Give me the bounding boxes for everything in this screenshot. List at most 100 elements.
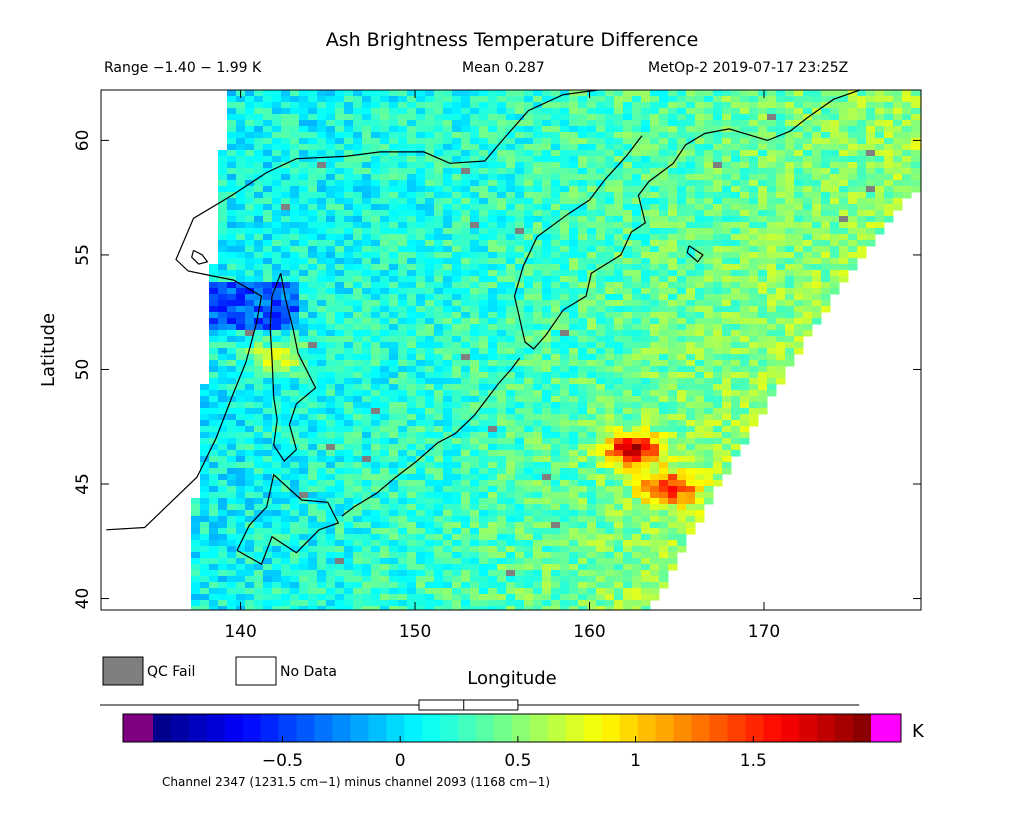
btd-cell [758,90,768,97]
btd-cell [605,114,615,121]
btd-cell [452,240,462,247]
btd-cell [695,432,705,439]
btd-cell [560,360,570,367]
btd-cell [713,318,723,325]
btd-cell [308,438,318,445]
btd-cell [785,276,795,283]
btd-cell [227,168,237,175]
btd-cell [407,474,417,481]
btd-cell [713,240,723,247]
btd-cell [326,294,336,301]
btd-cell [695,210,705,217]
btd-cell [218,366,228,373]
btd-cell [866,216,876,223]
btd-cell [776,240,786,247]
btd-cell [443,156,453,163]
btd-cell [785,186,795,193]
btd-cell [731,120,741,127]
btd-cell [632,420,642,427]
btd-cell [479,276,489,283]
btd-cell [254,390,264,397]
btd-cell [650,384,660,391]
btd-cell [515,144,525,151]
btd-cell [344,450,354,457]
btd-cell [515,174,525,181]
btd-cell [875,204,885,211]
btd-cell [362,210,372,217]
btd-cell [434,360,444,367]
btd-cell [740,426,750,433]
btd-cell [470,408,480,415]
btd-cell [659,486,669,493]
btd-cell [488,330,498,337]
btd-cell [389,252,399,259]
btd-cell [740,276,750,283]
btd-cell [470,468,480,475]
btd-cell [470,150,480,157]
btd-cell [434,240,444,247]
btd-cell [533,186,543,193]
btd-cell [578,330,588,337]
btd-cell [353,360,363,367]
btd-cell [452,420,462,427]
btd-cell [236,156,246,163]
btd-cell [515,312,525,319]
btd-cell [740,114,750,121]
btd-cell [515,192,525,199]
btd-cell [641,402,651,409]
btd-cell [434,300,444,307]
btd-cell [443,342,453,349]
btd-cell [596,342,606,349]
btd-cell [668,276,678,283]
btd-cell [335,486,345,493]
btd-cell [488,240,498,247]
btd-cell [353,108,363,115]
btd-cell [353,444,363,451]
btd-cell [263,504,273,511]
btd-cell [776,276,786,283]
btd-cell [668,372,678,379]
btd-cell [614,264,624,271]
btd-cell [677,468,687,475]
btd-cell [416,252,426,259]
btd-cell [398,378,408,385]
btd-cell [794,90,804,97]
btd-cell [281,462,291,469]
btd-cell [884,186,894,193]
btd-cell [857,216,867,223]
btd-cell [596,360,606,367]
btd-cell [533,162,543,169]
btd-cell [623,522,633,529]
btd-cell [596,414,606,421]
btd-cell [290,138,300,145]
btd-cell [524,348,534,355]
btd-cell [677,204,687,211]
btd-cell [245,264,255,271]
btd-cell [533,216,543,223]
btd-cell [875,120,885,127]
btd-cell [650,300,660,307]
btd-cell [497,516,507,523]
btd-cell [317,366,327,373]
btd-cell [272,372,282,379]
btd-cell [623,168,633,175]
btd-cell [389,258,399,265]
btd-cell [290,282,300,289]
btd-cell [209,294,219,301]
btd-cell [461,210,471,217]
btd-cell [326,120,336,127]
btd-cell [407,408,417,415]
btd-cell [605,138,615,145]
btd-cell [650,474,660,481]
btd-cell [713,354,723,361]
btd-cell [722,240,732,247]
btd-cell [272,384,282,391]
btd-cell [515,444,525,451]
btd-cell [740,162,750,169]
btd-cell [632,402,642,409]
btd-cell [281,216,291,223]
btd-cell [470,180,480,187]
btd-cell [623,264,633,271]
btd-cell [569,402,579,409]
btd-cell [425,306,435,313]
